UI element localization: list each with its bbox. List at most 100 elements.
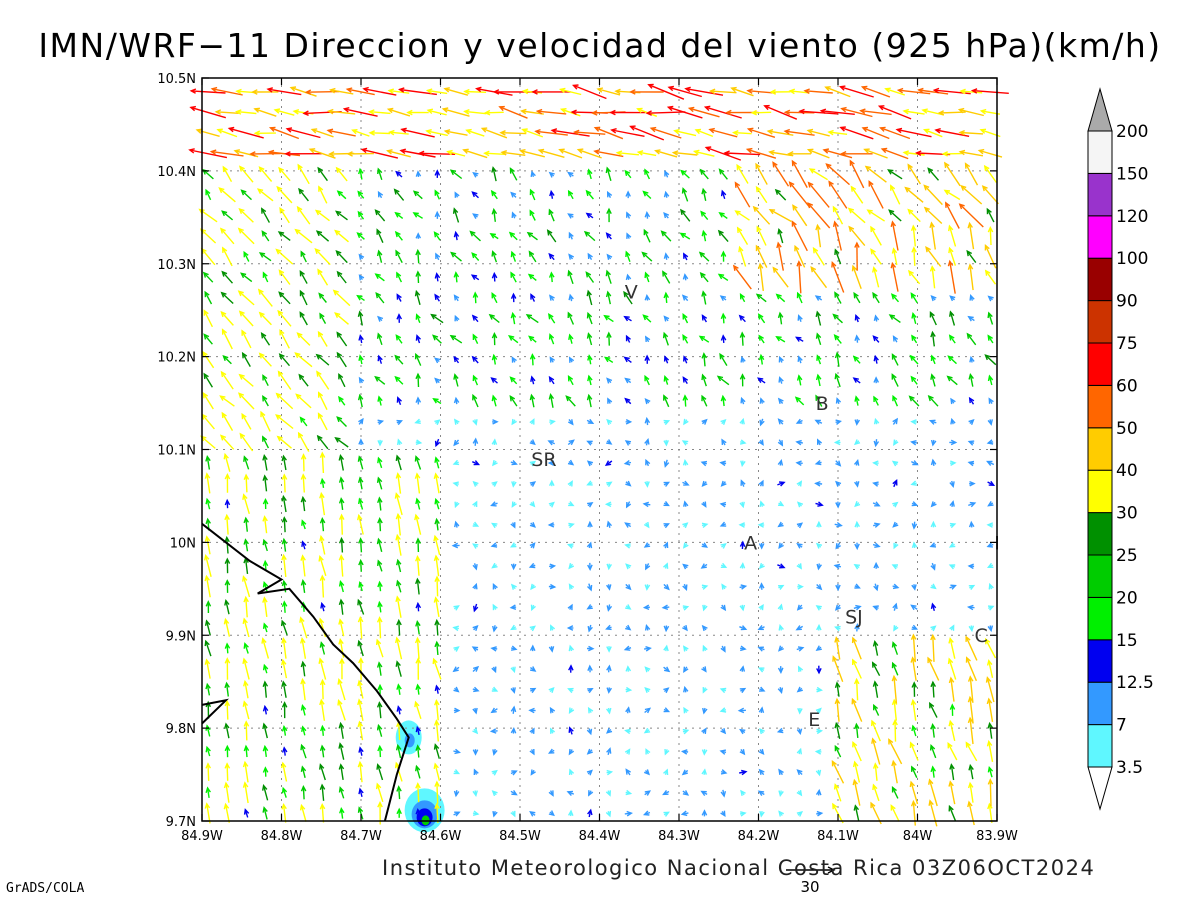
colorbar-label: 40 bbox=[1116, 461, 1138, 481]
wind-vector bbox=[663, 252, 670, 260]
wind-vector bbox=[644, 271, 650, 283]
wind-vector bbox=[572, 129, 606, 136]
wind-vector bbox=[984, 354, 997, 366]
wind-vector bbox=[471, 646, 479, 652]
x-tick-label: 83.9W bbox=[976, 829, 1018, 844]
wind-vector bbox=[275, 248, 294, 265]
colorbar-box bbox=[1087, 512, 1113, 556]
wind-vector bbox=[816, 728, 824, 735]
wind-vector bbox=[415, 334, 422, 344]
wind-vector bbox=[701, 542, 709, 548]
wind-vector bbox=[332, 289, 351, 307]
wind-vector bbox=[683, 706, 689, 714]
wind-vector bbox=[262, 744, 269, 757]
wind-vector bbox=[946, 375, 958, 386]
wind-vector bbox=[205, 497, 211, 510]
wind-vector bbox=[948, 246, 957, 266]
wind-vector bbox=[326, 128, 356, 137]
wind-vector bbox=[566, 543, 574, 549]
wind-vector bbox=[892, 394, 899, 407]
lat-lon-grid bbox=[202, 78, 997, 821]
wind-vector bbox=[642, 190, 652, 200]
wind-vector bbox=[854, 542, 860, 551]
wind-vector bbox=[624, 810, 633, 817]
wind-vector bbox=[449, 169, 463, 180]
wind-vector bbox=[300, 704, 307, 716]
wind-vector bbox=[986, 460, 995, 466]
wind-vector bbox=[568, 664, 574, 673]
wind-vector bbox=[472, 707, 478, 715]
wind-vector bbox=[700, 563, 708, 569]
wind-vector bbox=[568, 726, 574, 735]
wind-vector bbox=[586, 480, 593, 486]
wind-vector bbox=[415, 232, 422, 239]
wind-vector bbox=[491, 331, 498, 346]
wind-vector bbox=[472, 393, 479, 408]
wind-vector bbox=[807, 181, 830, 208]
wind-vector bbox=[643, 727, 651, 734]
wind-vector bbox=[586, 460, 594, 467]
wind-vector bbox=[909, 354, 919, 365]
wind-vector bbox=[698, 335, 710, 343]
wind-vector bbox=[682, 480, 690, 486]
wind-vector bbox=[683, 418, 689, 426]
wind-vector bbox=[490, 501, 498, 507]
wind-vector bbox=[220, 310, 234, 326]
wind-vector bbox=[968, 584, 976, 591]
wind-vector bbox=[788, 88, 810, 95]
wind-vector bbox=[238, 208, 254, 223]
wind-vector bbox=[739, 687, 747, 694]
wind-vector bbox=[890, 184, 901, 205]
wind-vector bbox=[934, 128, 970, 137]
wind-vector bbox=[414, 513, 422, 535]
wind-vector bbox=[299, 311, 308, 326]
wind-vector bbox=[219, 395, 235, 407]
wind-vector bbox=[644, 666, 651, 673]
wind-vector bbox=[663, 355, 670, 364]
wind-vector bbox=[358, 334, 364, 344]
colorbar-label: 60 bbox=[1116, 376, 1138, 396]
wind-vector bbox=[930, 520, 937, 528]
wind-vector bbox=[663, 394, 670, 408]
wind-vector bbox=[967, 563, 975, 570]
wind-vector bbox=[377, 600, 383, 613]
wind-vector bbox=[739, 439, 747, 445]
wind-vector bbox=[356, 294, 365, 301]
wind-vector bbox=[243, 538, 249, 552]
wind-vector bbox=[738, 245, 747, 267]
wind-vector bbox=[395, 472, 402, 494]
wind-vector bbox=[795, 439, 803, 446]
wind-vector bbox=[300, 453, 307, 472]
wind-vector bbox=[966, 249, 977, 264]
wind-vector bbox=[777, 748, 784, 755]
wind-vector bbox=[224, 599, 230, 615]
wind-vector bbox=[261, 207, 271, 223]
wind-vector bbox=[788, 181, 811, 209]
wind-vector bbox=[529, 542, 536, 549]
wind-vector bbox=[319, 803, 326, 823]
wind-vector bbox=[872, 291, 880, 304]
wind-vector bbox=[987, 605, 995, 611]
wind-vector bbox=[357, 806, 364, 820]
wind-vector bbox=[910, 656, 917, 681]
wind-vector bbox=[396, 618, 402, 636]
wind-vector bbox=[492, 603, 498, 611]
wind-vector bbox=[356, 232, 365, 240]
wind-vector bbox=[815, 605, 822, 611]
wind-vector bbox=[314, 209, 330, 222]
wind-vector bbox=[872, 501, 881, 507]
wind-vector bbox=[521, 128, 544, 138]
wind-vector bbox=[944, 161, 961, 187]
wind-vector bbox=[568, 583, 575, 590]
wind-vector bbox=[624, 748, 631, 755]
wind-vector bbox=[787, 150, 811, 157]
wind-vector bbox=[227, 126, 264, 139]
wind-vector bbox=[739, 769, 748, 776]
wind-vector bbox=[663, 707, 671, 713]
wind-vector bbox=[853, 677, 860, 701]
wind-vector bbox=[969, 480, 976, 487]
wind-vector bbox=[262, 580, 269, 592]
wind-vector bbox=[434, 640, 440, 656]
wind-vector bbox=[643, 769, 651, 776]
wind-vector bbox=[868, 180, 884, 209]
